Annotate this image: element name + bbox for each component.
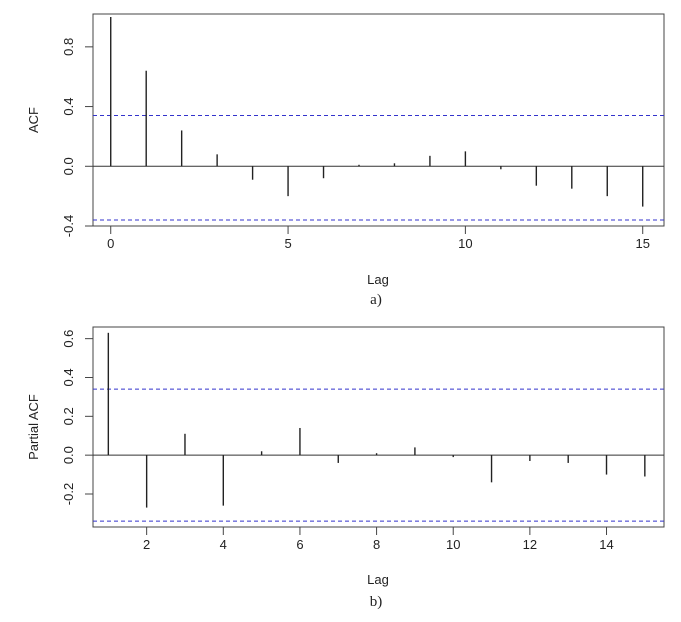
pacf-caption: b) — [370, 594, 383, 610]
acf-caption: a) — [370, 292, 382, 308]
acf-y-tick-label-2: 0.4 — [61, 98, 76, 116]
pacf-x-tick-label-10: 10 — [446, 537, 460, 552]
acf-x-tick-label-15: 15 — [635, 236, 649, 251]
pacf-y-tick-label-1: 0.0 — [61, 446, 76, 464]
acf-x-axis-label: Lag — [367, 272, 389, 287]
pacf-y-tick-label-2: 0.2 — [61, 407, 76, 425]
acf-x-tick-label-5: 5 — [284, 236, 291, 251]
pacf-x-tick-label-12: 12 — [523, 537, 537, 552]
acf-y-axis-label: ACF — [26, 107, 41, 133]
pacf-y-axis-label: Partial ACF — [26, 394, 41, 460]
acf-plot-frame — [92, 13, 665, 227]
pacf-marks: 2 4 6 8 10 12 14 -0.2 0.0 0.2 0.4 0.6 — [61, 330, 664, 552]
acf-y-tick-label-1: 0.0 — [61, 157, 76, 175]
pacf-y-tick-label-0: -0.2 — [61, 483, 76, 505]
pacf-x-tick-label-2: 2 — [143, 537, 150, 552]
acf-x-tick-label-0: 0 — [107, 236, 114, 251]
pacf-x-axis-label: Lag — [367, 572, 389, 587]
pacf-y-tick-label-3: 0.4 — [61, 368, 76, 386]
pacf-plot-frame — [92, 326, 665, 528]
pacf-x-tick-label-4: 4 — [220, 537, 227, 552]
pacf-panel: 2 4 6 8 10 12 14 -0.2 0.0 0.2 0.4 0.6 Partial ACF L… — [26, 326, 665, 610]
pacf-x-tick-label-8: 8 — [373, 537, 380, 552]
pacf-y-tick-label-4: 0.6 — [61, 330, 76, 348]
acf-y-tick-label-3: 0.8 — [61, 38, 76, 56]
acf-panel: 0 5 10 15 -0.4 0.0 0.4 0.8 ACF Lag a) — [26, 13, 665, 308]
pacf-x-tick-label-6: 6 — [296, 537, 303, 552]
acf-x-tick-label-10: 10 — [458, 236, 472, 251]
acf-y-tick-label-0: -0.4 — [61, 215, 76, 237]
pacf-x-tick-label-14: 14 — [599, 537, 613, 552]
acf-marks: 0 5 10 15 -0.4 0.0 0.4 0.8 — [61, 16, 664, 251]
